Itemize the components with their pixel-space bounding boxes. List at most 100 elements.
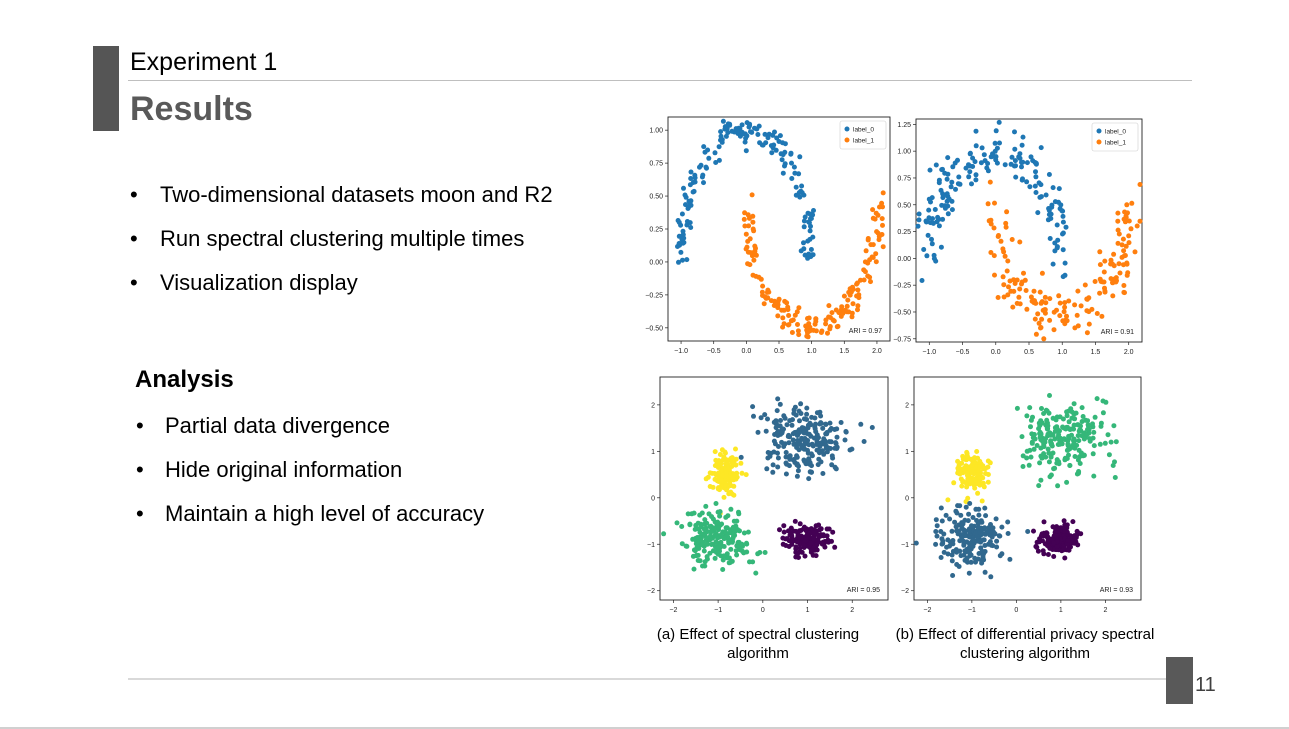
point	[1077, 461, 1083, 466]
legend-marker	[1096, 128, 1102, 134]
slide-title: Results	[130, 90, 253, 128]
point	[703, 503, 709, 509]
point	[789, 176, 795, 181]
plot-frame	[659, 376, 889, 601]
point	[998, 238, 1004, 244]
point	[1108, 439, 1114, 445]
legend-box	[1091, 122, 1139, 152]
point	[791, 164, 797, 170]
point	[968, 457, 974, 463]
point	[715, 486, 721, 492]
y-tick-label: 0	[651, 495, 655, 502]
point	[1027, 184, 1033, 190]
y-tick-label: −0.25	[645, 292, 663, 299]
point	[707, 484, 713, 489]
point	[863, 248, 869, 254]
point	[982, 531, 988, 537]
point	[753, 252, 759, 258]
legend: label_0 label_1	[839, 120, 887, 150]
point	[797, 418, 802, 424]
bullet-item: • Partial data divergence	[136, 413, 484, 457]
point	[1099, 313, 1105, 319]
point	[1012, 158, 1018, 164]
page-number: 11	[1195, 674, 1216, 696]
point	[945, 497, 951, 503]
bullet-text: Partial data divergence	[165, 413, 391, 438]
point	[1017, 239, 1023, 245]
point	[994, 544, 1000, 550]
point	[779, 430, 785, 436]
point	[1054, 222, 1060, 228]
point	[1128, 226, 1134, 232]
point	[1075, 433, 1081, 439]
point	[973, 128, 979, 134]
y-tick-label: 1.00	[897, 149, 911, 156]
point	[722, 449, 728, 455]
point	[765, 416, 770, 422]
x-tick-label: 0.0	[741, 348, 751, 355]
point	[821, 541, 827, 547]
point	[791, 407, 797, 413]
point	[987, 179, 993, 185]
point	[718, 539, 724, 545]
point	[734, 474, 740, 480]
point	[783, 450, 789, 455]
point	[949, 528, 955, 534]
point	[865, 237, 871, 243]
point	[716, 525, 721, 531]
point	[1100, 410, 1106, 416]
point	[938, 555, 944, 560]
point	[1005, 258, 1011, 264]
x-tick-label: −1	[714, 607, 722, 614]
legend-marker	[1096, 139, 1102, 145]
legend-box	[839, 120, 887, 150]
point	[700, 542, 706, 548]
point	[816, 522, 822, 528]
point	[826, 526, 832, 532]
point	[788, 318, 794, 324]
point	[970, 164, 976, 169]
point	[1038, 477, 1044, 483]
point	[1043, 407, 1049, 413]
point	[721, 494, 727, 500]
point	[796, 190, 802, 196]
point	[1055, 528, 1061, 534]
point	[683, 543, 689, 549]
point	[1024, 306, 1030, 312]
figure-caption-b: (b) Effect of differential privacy spect…	[895, 626, 1155, 662]
point	[801, 526, 807, 532]
point	[805, 450, 811, 456]
point	[728, 546, 734, 552]
point	[733, 446, 738, 452]
y-tick-label: 0.00	[897, 256, 911, 263]
point	[787, 453, 793, 459]
point	[699, 510, 705, 516]
point	[753, 570, 759, 576]
point	[1117, 270, 1123, 276]
point	[1112, 475, 1118, 480]
point	[958, 476, 964, 482]
point	[1048, 438, 1054, 444]
point	[991, 253, 997, 259]
point	[1038, 533, 1044, 539]
point	[674, 520, 680, 526]
point	[799, 183, 805, 189]
point	[1122, 209, 1128, 215]
point	[718, 129, 724, 135]
point	[833, 441, 839, 447]
x-tick-label: −1.0	[674, 348, 688, 355]
point	[720, 472, 726, 478]
point	[784, 300, 790, 306]
point	[964, 555, 970, 561]
point	[678, 249, 684, 255]
point	[972, 159, 978, 165]
point	[1014, 405, 1020, 411]
point	[808, 216, 814, 221]
x-tick-label: −2	[669, 607, 677, 614]
point	[743, 246, 749, 252]
point	[1065, 438, 1071, 444]
point	[801, 416, 807, 422]
point	[792, 518, 798, 524]
point	[772, 298, 778, 304]
point	[812, 415, 818, 421]
